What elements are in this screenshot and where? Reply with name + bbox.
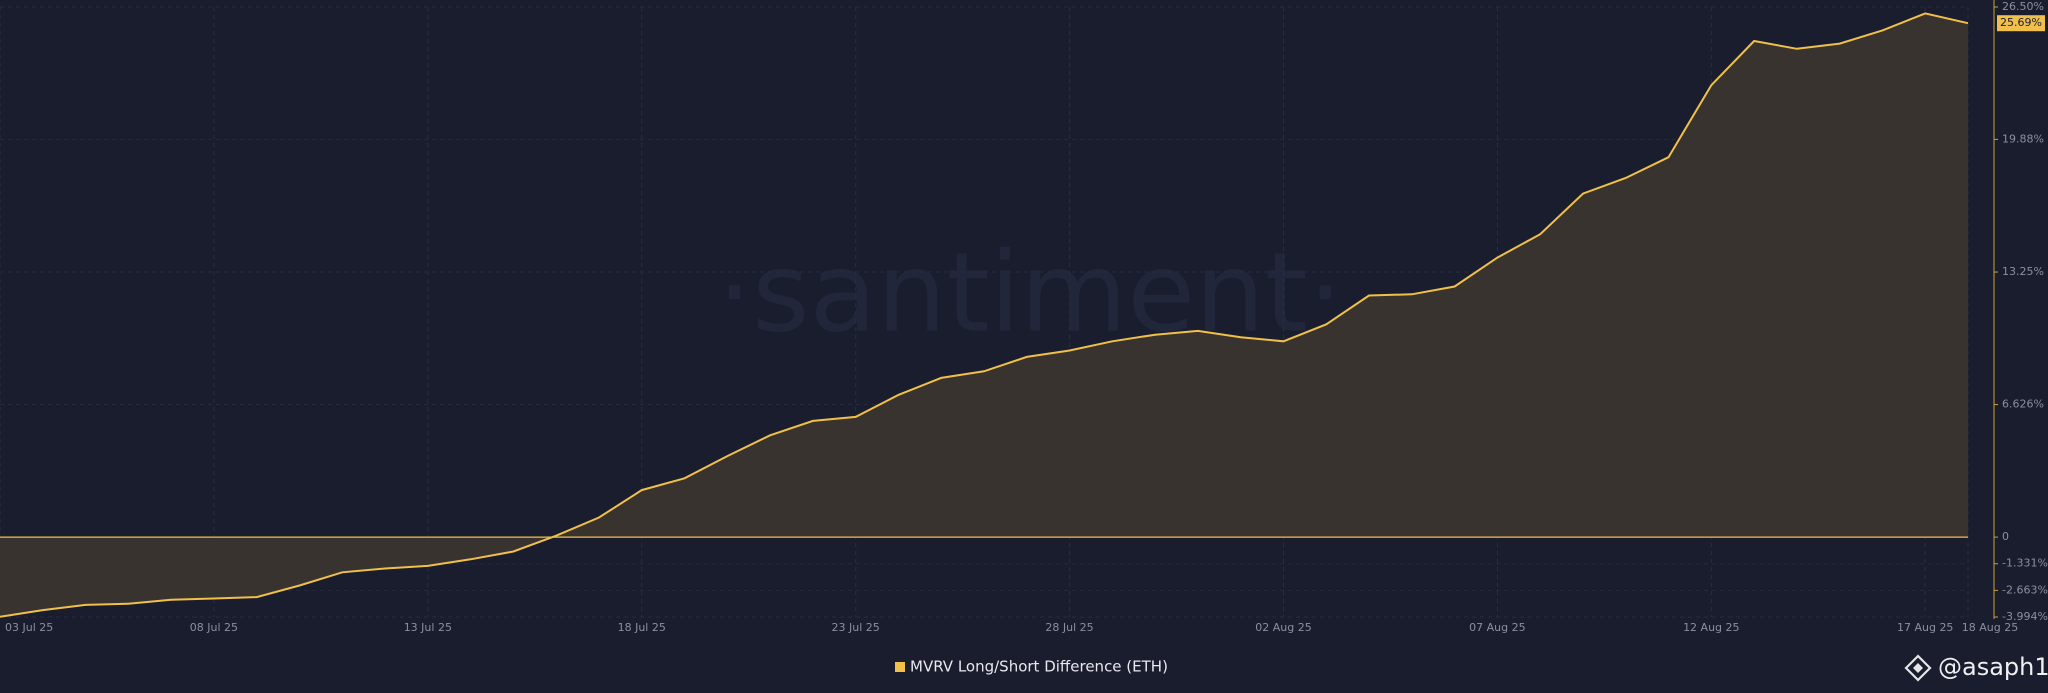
x-tick-label: 13 Jul 25 <box>404 621 452 634</box>
x-tick-label: 18 Jul 25 <box>618 621 666 634</box>
y-tick-label: 19.88% <box>2002 132 2044 145</box>
x-tick-label: 02 Aug 25 <box>1255 621 1311 634</box>
legend: MVRV Long/Short Difference (ETH) <box>895 658 1168 676</box>
x-tick-label: 03 Jul 25 <box>5 621 53 634</box>
y-tick-label: -3.994% <box>2002 610 2048 623</box>
credit: @asaph1 <box>1938 653 2048 681</box>
x-tick-label: 28 Jul 25 <box>1045 621 1093 634</box>
y-tick-label: 13.25% <box>2002 265 2044 278</box>
y-tick-label: 26.50% <box>2002 0 2044 13</box>
x-tick-label: 07 Aug 25 <box>1469 621 1525 634</box>
watermark: ·santiment· <box>717 228 1343 356</box>
brand-icon <box>1904 654 1932 682</box>
x-tick-label: 18 Aug 25 <box>1962 621 2018 634</box>
value-badge <box>1997 15 2045 32</box>
value-label: 25.69% <box>2000 16 2042 29</box>
legend-label: MVRV Long/Short Difference (ETH) <box>910 658 1168 676</box>
x-tick-label: 12 Aug 25 <box>1683 621 1739 634</box>
x-tick-label: 17 Aug 25 <box>1897 621 1953 634</box>
y-tick-label: 6.626% <box>2002 398 2044 411</box>
x-tick-label: 23 Jul 25 <box>832 621 880 634</box>
legend-swatch <box>895 662 905 672</box>
x-tick-label: 08 Jul 25 <box>190 621 238 634</box>
y-tick-label: 0 <box>2002 530 2009 543</box>
y-tick-label: -2.663% <box>2002 583 2048 596</box>
line <box>0 12 1969 618</box>
y-tick-label: -1.331% <box>2002 557 2048 570</box>
area <box>0 13 1968 617</box>
